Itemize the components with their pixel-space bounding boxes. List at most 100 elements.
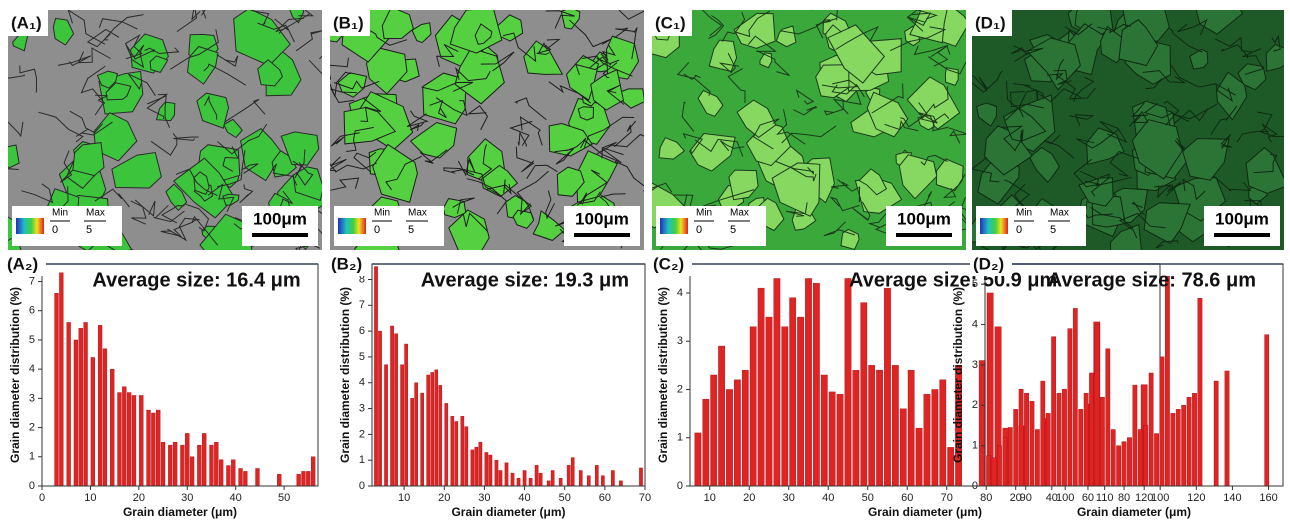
grain-boundary bbox=[125, 43, 156, 60]
bar bbox=[1148, 372, 1154, 487]
grain-boundary bbox=[150, 133, 178, 156]
grain-boundary bbox=[19, 65, 38, 93]
bar bbox=[151, 412, 156, 487]
grain bbox=[1118, 19, 1159, 67]
bar bbox=[702, 398, 710, 487]
bar bbox=[558, 478, 563, 487]
grain bbox=[1143, 202, 1191, 245]
bar bbox=[1067, 328, 1073, 487]
grain-boundary bbox=[295, 162, 314, 186]
grain bbox=[548, 122, 593, 157]
grain-boundary bbox=[1131, 102, 1149, 117]
grain-boundary bbox=[596, 141, 624, 156]
bar bbox=[160, 441, 166, 487]
bar bbox=[306, 471, 311, 487]
y-tick-label: 1 bbox=[972, 440, 978, 452]
grain-boundary bbox=[466, 105, 489, 131]
grain bbox=[1131, 119, 1183, 180]
bar bbox=[1121, 441, 1127, 487]
panel-label: (C₂) bbox=[653, 254, 684, 273]
bar bbox=[102, 348, 108, 487]
bar bbox=[1007, 427, 1013, 487]
grain bbox=[165, 183, 188, 212]
bar bbox=[117, 392, 122, 487]
grain bbox=[155, 101, 176, 122]
bar bbox=[528, 478, 533, 487]
grain bbox=[935, 158, 964, 192]
bar bbox=[884, 287, 891, 487]
bar bbox=[1078, 409, 1084, 487]
legend-min: 0 bbox=[696, 224, 702, 236]
grain-boundary bbox=[515, 146, 535, 173]
grain-boundary bbox=[466, 178, 508, 215]
grain bbox=[72, 142, 105, 177]
bar bbox=[83, 322, 88, 487]
bar bbox=[1029, 401, 1035, 487]
x-tick-label: 40 bbox=[1046, 492, 1058, 504]
grain-boundary bbox=[346, 126, 374, 152]
y-axis-label: Grain diameter distribution (%) bbox=[951, 287, 965, 463]
scale-bar-label: 100μm bbox=[1215, 209, 1269, 228]
legend-max: 5 bbox=[86, 224, 92, 236]
grain-boundary bbox=[480, 51, 515, 72]
y-tick-label: 1 bbox=[359, 454, 365, 466]
bar bbox=[1072, 308, 1078, 487]
y-tick-label: 7 bbox=[359, 299, 365, 311]
bar bbox=[414, 382, 418, 487]
x-tick-label: 50 bbox=[278, 492, 290, 504]
grain-boundary bbox=[103, 14, 144, 41]
grain-boundary bbox=[1090, 206, 1138, 239]
grain-boundary bbox=[920, 154, 948, 166]
bar bbox=[1170, 413, 1176, 487]
bar bbox=[66, 322, 71, 487]
bar bbox=[931, 389, 939, 487]
x-tick-label: 70 bbox=[941, 492, 953, 504]
bar bbox=[110, 368, 115, 487]
bar bbox=[410, 398, 414, 487]
grain-boundary bbox=[419, 149, 448, 164]
grain-boundary bbox=[815, 18, 837, 39]
grain-boundary bbox=[1177, 18, 1208, 36]
x-tick-label: 120 bbox=[1135, 492, 1153, 504]
bar bbox=[601, 475, 605, 487]
y-tick-label: 8 bbox=[359, 273, 365, 285]
bar bbox=[1013, 409, 1019, 487]
grain-boundary bbox=[810, 10, 838, 21]
grain-boundary bbox=[170, 29, 219, 70]
x-axis-label: Grain diameter (μm) bbox=[1077, 505, 1191, 519]
bar bbox=[1181, 405, 1187, 487]
micrograph bbox=[8, 10, 322, 250]
legend-min-label: Min bbox=[1016, 208, 1032, 219]
grain-boundary bbox=[486, 184, 531, 216]
grain bbox=[449, 10, 503, 54]
bar bbox=[494, 459, 499, 487]
grain-boundary bbox=[1129, 110, 1149, 127]
grain-boundary bbox=[889, 26, 947, 52]
panel-label-box bbox=[652, 10, 692, 36]
bar bbox=[301, 471, 306, 487]
scale-bar bbox=[252, 233, 308, 237]
grain-boundary bbox=[514, 97, 547, 121]
grain-boundary bbox=[275, 17, 305, 43]
y-axis-label: Grain diameter distribution (%) bbox=[656, 287, 670, 463]
grain bbox=[1189, 48, 1209, 70]
bar bbox=[749, 326, 757, 487]
bar bbox=[1143, 425, 1149, 487]
bar bbox=[277, 474, 282, 487]
x-tick-label: 60 bbox=[599, 492, 611, 504]
bar bbox=[1040, 380, 1046, 487]
grain-boundary bbox=[781, 125, 837, 144]
grain-boundary bbox=[600, 45, 616, 61]
grain-boundary bbox=[207, 183, 235, 212]
y-tick-label: 2 bbox=[359, 428, 365, 440]
grain bbox=[111, 151, 162, 189]
grain-boundary bbox=[330, 156, 347, 171]
legend-min-label: Min bbox=[52, 208, 68, 219]
bar bbox=[1018, 388, 1024, 487]
bar bbox=[146, 409, 151, 487]
bar bbox=[238, 468, 243, 487]
grain-boundary bbox=[173, 136, 199, 141]
bar bbox=[202, 433, 207, 487]
bar bbox=[1132, 384, 1138, 487]
bar bbox=[820, 374, 828, 487]
